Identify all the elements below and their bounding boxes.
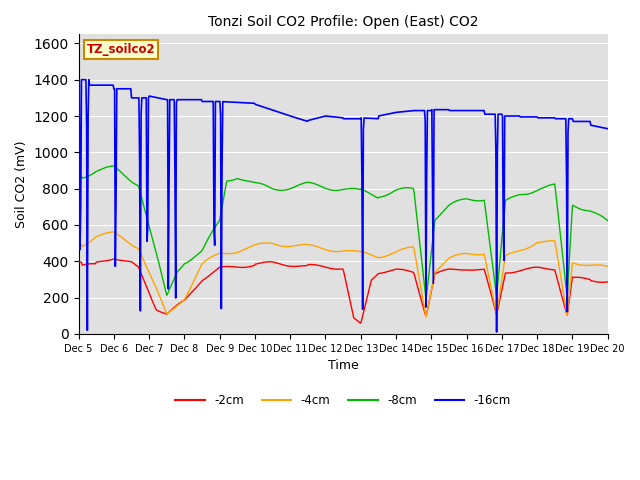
Legend: -2cm, -4cm, -8cm, -16cm: -2cm, -4cm, -8cm, -16cm — [171, 389, 516, 412]
Text: TZ_soilco2: TZ_soilco2 — [86, 43, 155, 56]
X-axis label: Time: Time — [328, 359, 358, 372]
Y-axis label: Soil CO2 (mV): Soil CO2 (mV) — [15, 140, 28, 228]
Title: Tonzi Soil CO2 Profile: Open (East) CO2: Tonzi Soil CO2 Profile: Open (East) CO2 — [208, 15, 478, 29]
